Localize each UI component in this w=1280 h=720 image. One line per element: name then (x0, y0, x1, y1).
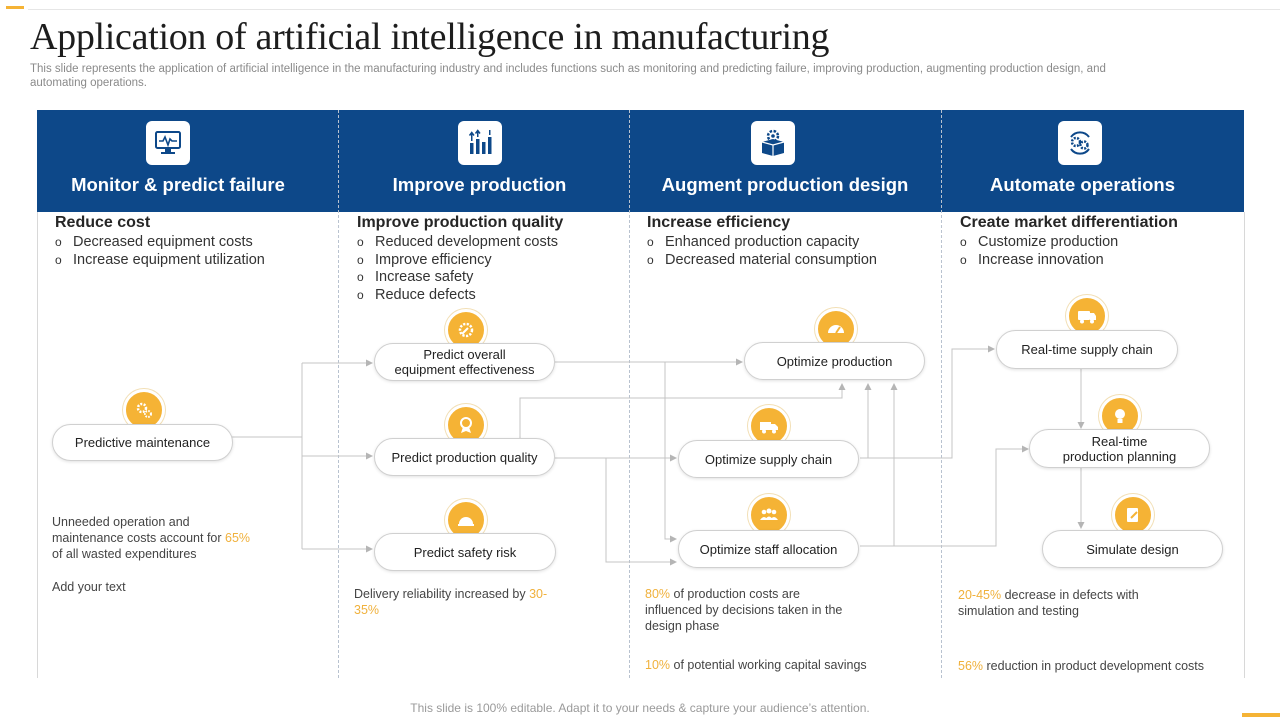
stat-note: 56% reduction in product development cos… (958, 658, 1248, 674)
column-title-augment: Augment production design (661, 174, 909, 195)
bullet-item: Decreased material consumption (647, 252, 877, 270)
node-optimize-supply-chain[interactable]: Optimize supply chain (678, 440, 859, 478)
note-text: maintenance costs account for (52, 531, 226, 545)
bullet-item: Increase safety (357, 269, 558, 287)
stat-note: 10% of potential working capital savings (645, 657, 935, 673)
node-label: Real-time (1091, 433, 1148, 449)
column-divider (338, 110, 339, 678)
node-label: Predict overall (423, 347, 506, 362)
gears-cycle-icon (1058, 121, 1102, 165)
column-title-automate: Automate operations (989, 174, 1176, 195)
page-title: Application of artificial intelligence i… (30, 16, 830, 58)
column-heading: Improve production quality (357, 214, 564, 231)
note-highlight: 10% (645, 658, 671, 672)
note-text: of potential working capital savings (670, 658, 867, 672)
panel-left-border (37, 212, 38, 678)
placeholder-text: Add your text (52, 580, 126, 594)
note-text: simulation and testing (958, 604, 1079, 618)
header-band (37, 110, 1244, 212)
bullet-list: Reduced development costs Improve effici… (357, 234, 558, 304)
note-highlight: 30- (529, 587, 548, 601)
column-heading: Increase efficiency (647, 214, 791, 231)
node-realtime-planning[interactable]: Real-time production planning (1029, 429, 1210, 468)
stat-note: 80% of production costs are influenced b… (645, 586, 905, 634)
bullet-item: Improve efficiency (357, 252, 558, 270)
node-label: production planning (1062, 448, 1177, 464)
bullet-list: Customize production Increase innovation (960, 234, 1118, 269)
column-title-improve: Improve production (392, 174, 567, 195)
note-highlight: 65% (225, 531, 251, 545)
footer-text: This slide is 100% editable. Adapt it to… (410, 701, 870, 715)
bullet-item: Reduced development costs (357, 234, 558, 252)
column-title-monitor: Monitor & predict failure (71, 174, 285, 195)
note-text: design phase (645, 619, 720, 633)
bullet-list: Enhanced production capacity Decreased m… (647, 234, 877, 269)
node-realtime-supply-chain[interactable]: Real-time supply chain (996, 330, 1178, 369)
note-text: of all wasted expenditures (52, 547, 197, 561)
node-predict-oee[interactable]: Predict overall equipment effectiveness (374, 343, 555, 381)
bullet-item: Increase innovation (960, 252, 1118, 270)
bottom-accent-bar (1242, 713, 1280, 717)
bullet-item: Enhanced production capacity (647, 234, 877, 252)
node-optimize-staff[interactable]: Optimize staff allocation (678, 530, 859, 568)
node-label: equipment effectiveness (394, 362, 535, 377)
column-heading: Reduce cost (55, 214, 151, 231)
note-text: Unneeded operation and (52, 515, 190, 529)
bullet-item: Customize production (960, 234, 1118, 252)
column-divider (629, 110, 630, 678)
note-text: of production costs are (670, 587, 800, 601)
note-highlight: 20-45% (958, 588, 1002, 602)
monitor-icon (146, 121, 190, 165)
note-highlight: 56% (958, 659, 984, 673)
node-predictive-maintenance[interactable]: Predictive maintenance (52, 424, 233, 461)
page-subtitle: This slide represents the application of… (30, 63, 1106, 89)
top-accent-bar (6, 6, 24, 9)
note-text: decrease in defects with (1001, 588, 1139, 602)
note-text: influenced by decisions taken in the (645, 603, 843, 617)
node-simulate-design[interactable]: Simulate design (1042, 530, 1223, 568)
column-heading: Create market differentiation (960, 214, 1178, 231)
note-highlight: 80% (645, 587, 671, 601)
stat-note: Delivery reliability increased by 30- 35… (354, 586, 574, 618)
bullet-item: Reduce defects (357, 287, 558, 305)
bullet-list: Decreased equipment costs Increase equip… (55, 234, 265, 269)
node-predict-quality[interactable]: Predict production quality (374, 438, 555, 476)
stat-note: Unneeded operation and maintenance costs… (52, 514, 292, 562)
stat-note: 20-45% decrease in defects with simulati… (958, 587, 1218, 619)
node-predict-safety[interactable]: Predict safety risk (374, 533, 556, 571)
bullet-item: Decreased equipment costs (55, 234, 265, 252)
column-divider (941, 110, 942, 678)
bar-chart-arrows-icon (458, 121, 502, 165)
bullet-item: Increase equipment utilization (55, 252, 265, 270)
note-text: reduction in product development costs (983, 659, 1205, 673)
design-document-icon (1112, 494, 1154, 536)
node-optimize-production[interactable]: Optimize production (744, 342, 925, 380)
note-highlight: 35% (354, 603, 380, 617)
box-gear-icon (751, 121, 795, 165)
panel-right-border (1244, 212, 1245, 678)
top-divider (28, 9, 1280, 10)
note-text: Delivery reliability increased by (354, 587, 530, 601)
